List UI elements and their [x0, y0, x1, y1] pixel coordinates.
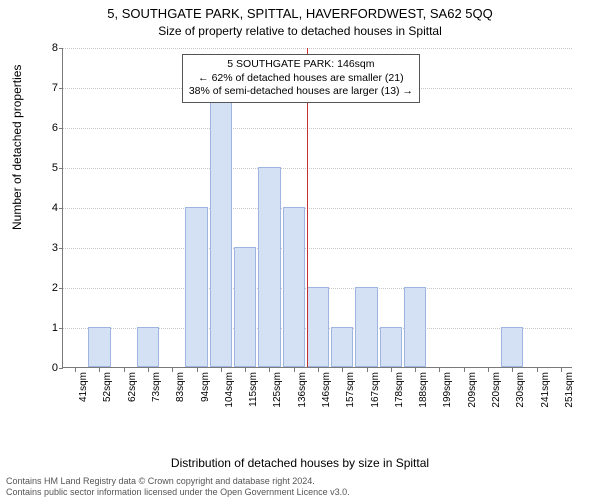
gridline — [63, 168, 572, 169]
xtick-mark — [342, 368, 343, 372]
footer: Contains HM Land Registry data © Crown c… — [6, 476, 350, 499]
xtick-mark — [439, 368, 440, 372]
xtick-label: 62sqm — [127, 372, 138, 402]
ytick-label: 4 — [38, 202, 58, 214]
annotation-line-2: ← 62% of detached houses are smaller (21… — [189, 72, 413, 86]
xtick-mark — [124, 368, 125, 372]
ytick-mark — [59, 48, 63, 49]
xtick-label: 209sqm — [467, 372, 478, 408]
xtick-label: 157sqm — [345, 372, 356, 408]
xtick-label: 41sqm — [78, 372, 89, 402]
xtick-label: 241sqm — [540, 372, 551, 408]
bar — [283, 207, 305, 367]
xtick-mark — [561, 368, 562, 372]
xtick-label: 188sqm — [418, 372, 429, 408]
ytick-label: 1 — [38, 322, 58, 334]
ytick-mark — [59, 288, 63, 289]
xtick-mark — [464, 368, 465, 372]
footer-line-2: Contains public sector information licen… — [6, 487, 350, 498]
chart-subtitle: Size of property relative to detached ho… — [0, 22, 600, 38]
ytick-mark — [59, 128, 63, 129]
xtick-mark — [367, 368, 368, 372]
gridline — [63, 128, 572, 129]
xtick-mark — [537, 368, 538, 372]
xtick-label: 73sqm — [151, 372, 162, 402]
xtick-label: 167sqm — [370, 372, 381, 408]
ytick-label: 5 — [38, 162, 58, 174]
chart-area: 0123456785 SOUTHGATE PARK: 146sqm← 62% o… — [62, 48, 572, 418]
xtick-label: 52sqm — [102, 372, 113, 402]
ytick-label: 8 — [38, 42, 58, 54]
annotation-box: 5 SOUTHGATE PARK: 146sqm← 62% of detache… — [182, 54, 420, 103]
xtick-mark — [148, 368, 149, 372]
ytick-mark — [59, 88, 63, 89]
bar — [355, 287, 377, 367]
xtick-mark — [99, 368, 100, 372]
footer-line-1: Contains HM Land Registry data © Crown c… — [6, 476, 350, 487]
gridline — [63, 48, 572, 49]
xtick-mark — [512, 368, 513, 372]
xtick-label: 230sqm — [515, 372, 526, 408]
ytick-mark — [59, 248, 63, 249]
ytick-label: 0 — [38, 362, 58, 374]
xtick-mark — [75, 368, 76, 372]
xtick-label: 115sqm — [248, 372, 259, 407]
bar — [258, 167, 280, 367]
gridline — [63, 248, 572, 249]
annotation-line-1: 5 SOUTHGATE PARK: 146sqm — [189, 58, 413, 72]
bar — [307, 287, 329, 367]
gridline — [63, 208, 572, 209]
xtick-label: 199sqm — [442, 372, 453, 408]
xtick-mark — [197, 368, 198, 372]
ytick-label: 3 — [38, 242, 58, 254]
bar — [137, 327, 159, 367]
chart-title: 5, SOUTHGATE PARK, SPITTAL, HAVERFORDWES… — [0, 0, 600, 22]
ytick-mark — [59, 168, 63, 169]
ytick-mark — [59, 328, 63, 329]
xtick-mark — [245, 368, 246, 372]
xtick-label: 146sqm — [321, 372, 332, 408]
plot-area: 0123456785 SOUTHGATE PARK: 146sqm← 62% o… — [62, 48, 572, 368]
y-axis-label: Number of detached properties — [10, 65, 24, 230]
annotation-line-3: 38% of semi-detached houses are larger (… — [189, 85, 413, 99]
xtick-label: 94sqm — [200, 372, 211, 402]
bar — [331, 327, 353, 367]
bar — [210, 87, 232, 367]
xtick-mark — [318, 368, 319, 372]
x-axis-label: Distribution of detached houses by size … — [0, 456, 600, 470]
xtick-mark — [221, 368, 222, 372]
bar — [380, 327, 402, 367]
ytick-label: 6 — [38, 122, 58, 134]
xtick-mark — [415, 368, 416, 372]
xtick-mark — [269, 368, 270, 372]
bar — [404, 287, 426, 367]
bar — [88, 327, 110, 367]
xtick-mark — [172, 368, 173, 372]
ytick-label: 7 — [38, 82, 58, 94]
xtick-label: 178sqm — [394, 372, 405, 408]
ytick-mark — [59, 368, 63, 369]
ytick-label: 2 — [38, 282, 58, 294]
xtick-label: 125sqm — [272, 372, 283, 408]
bar — [185, 207, 207, 367]
xtick-mark — [488, 368, 489, 372]
xtick-label: 83sqm — [175, 372, 186, 402]
xtick-mark — [391, 368, 392, 372]
xtick-label: 220sqm — [491, 372, 502, 408]
xtick-label: 136sqm — [297, 372, 308, 408]
ytick-mark — [59, 208, 63, 209]
bar — [234, 247, 256, 367]
xtick-label: 104sqm — [224, 372, 235, 408]
xtick-label: 251sqm — [564, 372, 575, 408]
xtick-mark — [294, 368, 295, 372]
bar — [501, 327, 523, 367]
